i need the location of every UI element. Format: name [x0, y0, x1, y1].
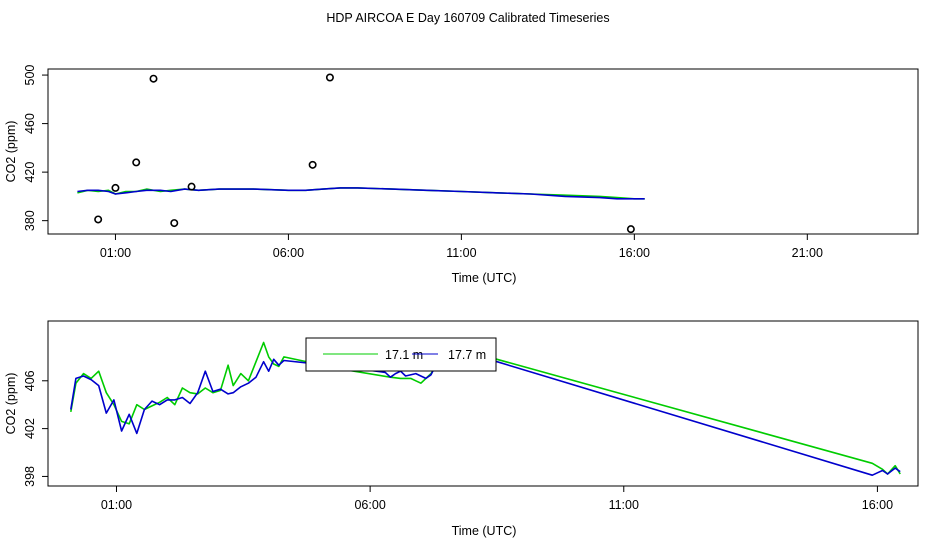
- top-x-tick-label: 11:00: [446, 246, 476, 260]
- top-series-blue: [77, 187, 645, 200]
- legend: 17.1 m 17.7 m: [305, 337, 497, 372]
- bottom-x-tick-label: 06:00: [354, 498, 385, 512]
- bottom-y-tick-label: 398: [23, 466, 37, 487]
- top-y-tick-label: 420: [23, 162, 37, 183]
- bottom-panel: 01:00 06:00 11:00 16:00 398 402 406 17.1 m 17.…: [4, 320, 919, 538]
- outlier-point: [170, 219, 179, 228]
- bottom-y-axis-label: CO2 (ppm): [4, 373, 18, 435]
- chart-title: HDP AIRCOA E Day 160709 Calibrated Times…: [326, 11, 609, 25]
- outlier-point: [626, 225, 635, 234]
- top-x-tick-label: 21:00: [792, 246, 823, 260]
- top-series-green: [77, 187, 645, 200]
- bottom-x-tick-label: 01:00: [101, 498, 132, 512]
- top-x-tick-label: 06:00: [273, 246, 304, 260]
- legend-label-green: 17.1 m: [385, 348, 423, 362]
- outlier-point: [132, 158, 141, 167]
- top-plot-frame: [47, 68, 919, 235]
- top-y-tick-label: 500: [23, 65, 37, 86]
- bottom-x-tick-label: 11:00: [609, 498, 639, 512]
- top-y-tick-label: 380: [23, 210, 37, 231]
- bottom-x-tick-label: 16:00: [862, 498, 893, 512]
- bottom-x-axis-label: Time (UTC): [452, 524, 517, 538]
- outlier-point: [308, 160, 317, 169]
- outlier-point: [325, 73, 334, 82]
- outlier-point: [149, 74, 158, 83]
- bottom-y-tick-label: 402: [23, 418, 37, 439]
- bottom-y-tick-label: 406: [23, 370, 37, 391]
- outlier-point: [111, 183, 120, 192]
- top-y-axis-label: CO2 (ppm): [4, 121, 18, 183]
- legend-label-blue: 17.7 m: [448, 348, 486, 362]
- top-x-tick-label: 16:00: [619, 246, 650, 260]
- top-x-axis-label: Time (UTC): [452, 271, 517, 285]
- top-x-tick-label: 01:00: [100, 246, 131, 260]
- outlier-point: [94, 215, 103, 224]
- top-y-tick-label: 460: [23, 113, 37, 134]
- bottom-plot-frame: [47, 320, 919, 487]
- outlier-point: [187, 182, 196, 191]
- top-panel: 01:00 06:00 11:00 16:00 21:00 380 420 460 500 Ti…: [4, 65, 919, 285]
